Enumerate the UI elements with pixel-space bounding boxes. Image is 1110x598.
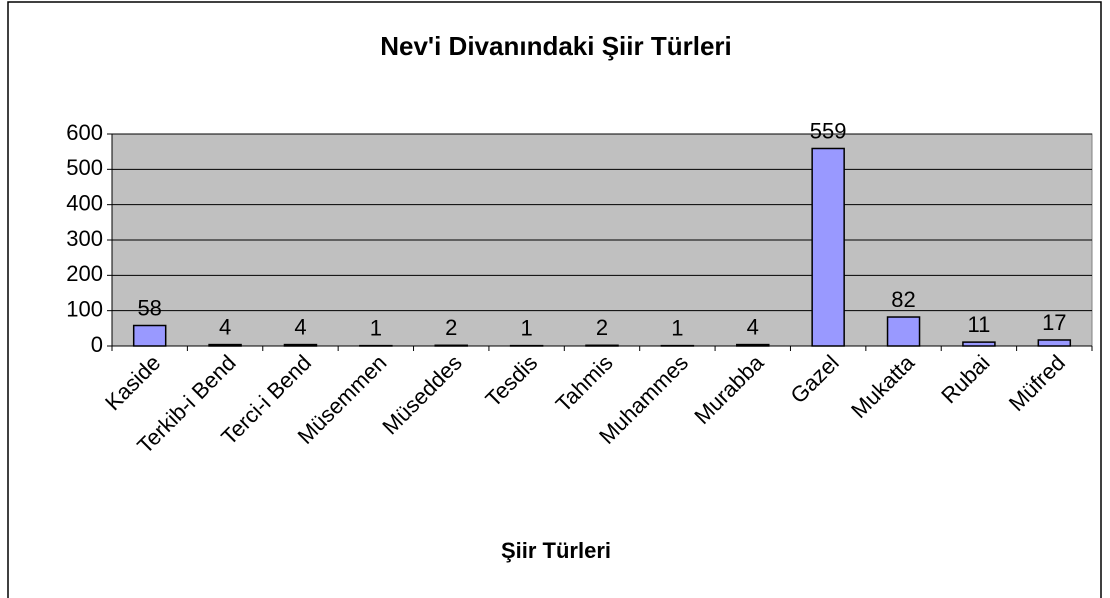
bar: [208, 343, 242, 347]
y-tick-label: 100: [66, 296, 103, 321]
bar: [886, 316, 921, 347]
data-label: 559: [810, 118, 847, 143]
y-tick-label: 600: [66, 120, 103, 145]
x-axis-title: Şiir Türleri: [501, 538, 611, 563]
y-tick-label: 300: [66, 226, 103, 251]
data-label: 1: [370, 315, 382, 340]
data-label: 11: [968, 312, 991, 337]
bar: [811, 147, 845, 347]
y-tick-label: 500: [66, 155, 103, 180]
bar: [434, 344, 468, 347]
y-tick-label: 400: [66, 190, 103, 215]
data-label: 1: [671, 315, 683, 340]
bar: [962, 341, 996, 347]
data-label: 58: [137, 295, 161, 320]
data-label: 17: [1042, 310, 1066, 335]
data-label: 82: [891, 287, 915, 312]
y-tick-label: 0: [91, 332, 103, 357]
data-label: 4: [294, 314, 306, 339]
data-label: 2: [596, 315, 608, 340]
bar: [585, 344, 619, 347]
y-tick-label: 200: [66, 261, 103, 286]
bar: [736, 343, 770, 347]
data-label: 4: [747, 314, 759, 339]
data-label: 2: [445, 315, 457, 340]
chart-title: Nev'i Divanındaki Şiir Türleri: [380, 31, 732, 61]
bar: [132, 324, 167, 347]
data-label: 1: [520, 315, 532, 340]
bar: [283, 343, 318, 347]
data-label: 4: [219, 314, 231, 339]
bar: [1037, 339, 1072, 347]
